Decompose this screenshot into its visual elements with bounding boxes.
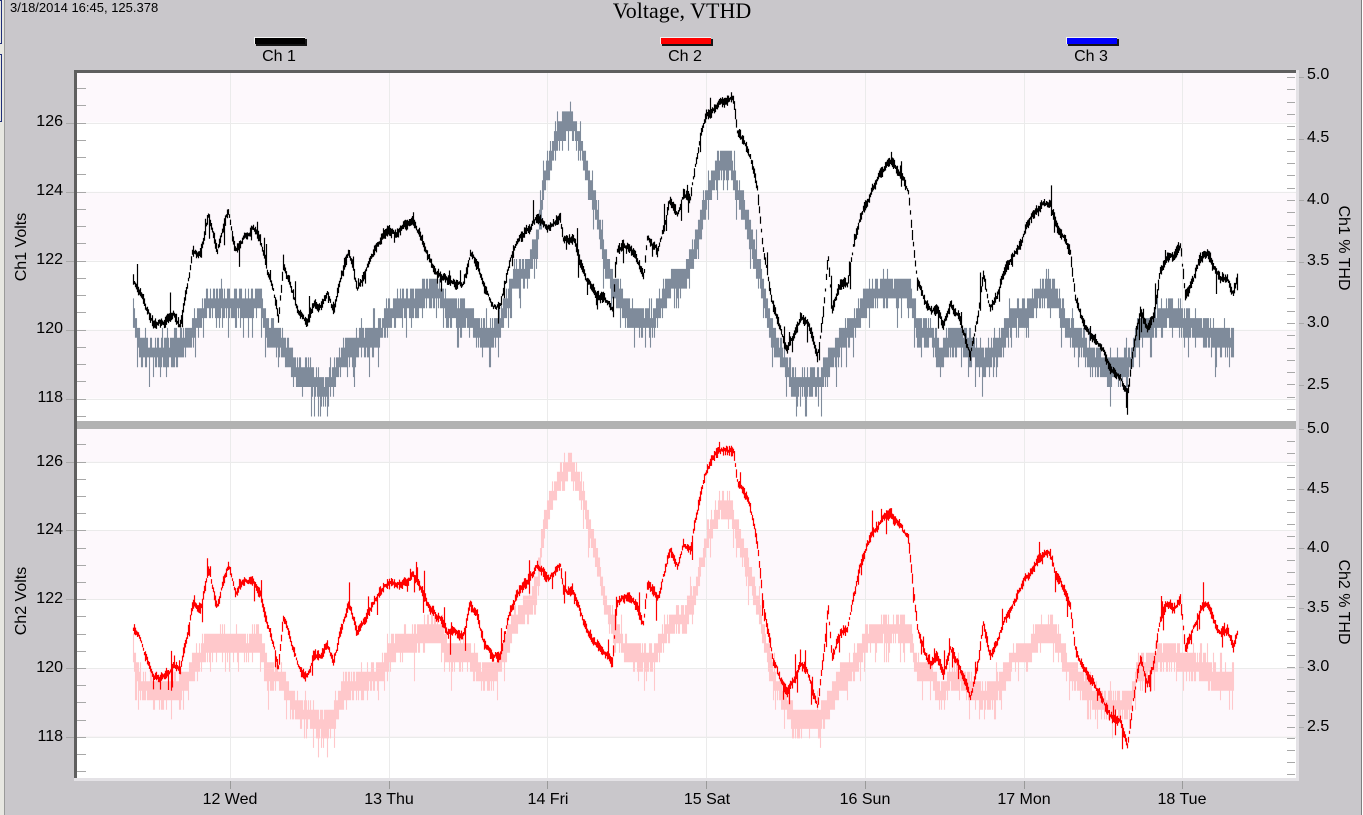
y2-tick-label-ch2-thd: 2.5 — [1307, 718, 1330, 735]
y2-tick-label-ch2-thd: 4.0 — [1307, 539, 1330, 556]
ch2-panel-graphics — [66, 429, 1304, 778]
y2-tick-label-ch2-thd: 3.5 — [1307, 599, 1330, 616]
y2-tick-label-ch1-thd: 3.0 — [1307, 314, 1330, 331]
background-band — [76, 73, 1296, 123]
x-tick-label: 16 Sun — [839, 791, 891, 808]
legend-label-ch2: Ch 2 — [668, 48, 702, 65]
plot-frame-bottom — [74, 778, 1299, 781]
left-window-strip — [0, 0, 5, 815]
y-tick-label-ch1-volts: 122 — [36, 251, 63, 268]
axis-ticks — [66, 77, 1304, 417]
background-band — [76, 530, 1296, 600]
y2-tick-label-ch2-thd: 5.0 — [1307, 420, 1330, 437]
y-axis-title-ch1: Ch1 Volts — [13, 212, 30, 282]
y-tick-label-ch2-volts: 126 — [36, 453, 63, 470]
chart-title: Voltage, VTHD — [612, 0, 752, 23]
x-tick-label: 17 Mon — [997, 791, 1051, 808]
y-axis-title-ch2: Ch2 Volts — [13, 566, 30, 636]
legend-label-ch3: Ch 3 — [1074, 48, 1108, 65]
left-panel-widget — [0, 54, 2, 122]
legend-swatch-ch2 — [660, 37, 711, 44]
background-band — [76, 736, 1296, 778]
x-axis-ticks — [230, 781, 1183, 789]
y-tick-label-ch2-volts: 118 — [37, 728, 63, 745]
legend-swatch-ch3 — [1066, 37, 1117, 44]
y2-tick-label-ch1-thd: 2.5 — [1307, 376, 1330, 393]
x-tick-label: 18 Tue — [1157, 791, 1207, 808]
plot-frame-top — [74, 70, 1296, 73]
ch1-panel-graphics — [66, 73, 1304, 421]
y-tick-label-ch1-volts: 118 — [37, 389, 63, 406]
panel-separator — [77, 421, 1296, 429]
plot-frame-right — [1296, 70, 1299, 781]
x-tick-label: 14 Fri — [527, 791, 569, 808]
axis-ticks — [66, 429, 1304, 775]
y2-tick-label-ch1-thd: 4.5 — [1307, 129, 1330, 146]
y2-axis-title-ch1: Ch1 % THD — [1335, 205, 1352, 291]
y-tick-label-ch2-volts: 120 — [36, 659, 63, 676]
background-band — [76, 122, 1296, 192]
y-tick-label-ch2-volts: 124 — [36, 521, 63, 538]
y2-axis-title-ch2: Ch2 % THD — [1335, 559, 1352, 645]
plot-area-ch2[interactable] — [76, 429, 1296, 778]
x-tick-label: 12 Wed — [202, 791, 258, 808]
y2-tick-label-ch1-thd: 4.0 — [1307, 191, 1330, 208]
ch2-thd-trace — [132, 452, 1235, 758]
y-tick-label-ch1-volts: 120 — [36, 320, 63, 337]
legend-item-ch1[interactable]: Ch 1 — [243, 36, 315, 66]
ch1-volts-trace — [132, 92, 1239, 415]
background-band — [76, 429, 1296, 462]
y-tick-label-ch2-volts: 122 — [36, 590, 63, 607]
legend-item-ch2[interactable]: Ch 2 — [649, 36, 721, 66]
plot-area-ch1[interactable] — [76, 73, 1296, 421]
y2-tick-label-ch1-thd: 3.5 — [1307, 252, 1330, 269]
background-band — [76, 398, 1296, 421]
y2-tick-label-ch2-thd: 4.5 — [1307, 480, 1330, 497]
plot-frame-left — [74, 70, 77, 779]
legend-label-ch1: Ch 1 — [262, 48, 296, 65]
cursor-readout: 3/18/2014 16:45, 125.378 — [10, 0, 159, 15]
legend-swatch-ch1 — [254, 37, 305, 44]
y2-tick-label-ch1-thd: 5.0 — [1307, 66, 1330, 83]
ch2-volts-trace — [132, 441, 1239, 750]
y-tick-label-ch1-volts: 124 — [36, 182, 63, 199]
background-band — [76, 191, 1296, 261]
y2-tick-label-ch2-thd: 3.0 — [1307, 658, 1330, 675]
left-panel-widget — [0, 0, 2, 44]
legend-item-ch3[interactable]: Ch 3 — [1055, 36, 1127, 66]
x-tick-label: 15 Sat — [683, 791, 731, 808]
background-band — [76, 461, 1296, 531]
y-tick-label-ch1-volts: 126 — [36, 113, 63, 130]
x-tick-label: 13 Thu — [364, 791, 414, 808]
